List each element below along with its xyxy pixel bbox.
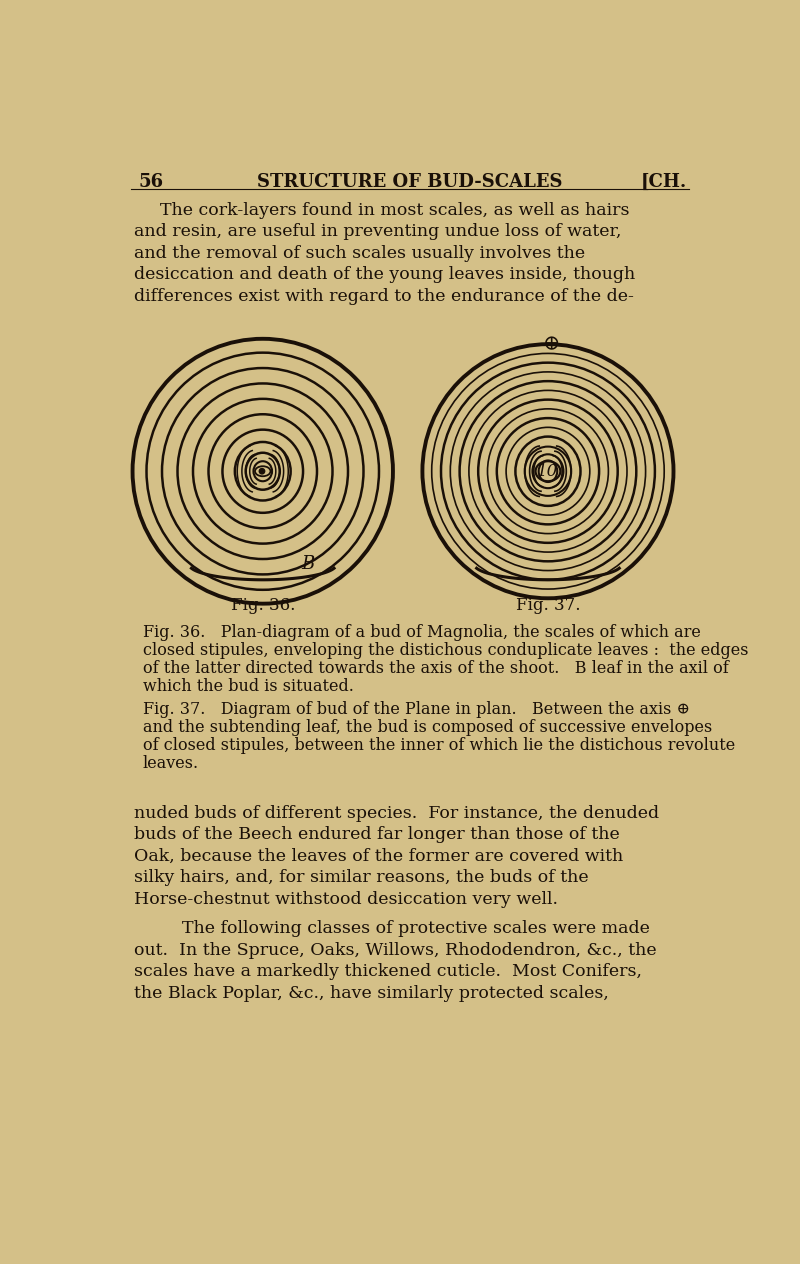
Text: and resin, are useful in preventing undue loss of water,: and resin, are useful in preventing undu… <box>134 224 622 240</box>
Text: B: B <box>302 555 314 573</box>
Text: The cork-layers found in most scales, as well as hairs: The cork-layers found in most scales, as… <box>161 202 630 219</box>
Text: scales have a markedly thickened cuticle.  Most Conifers,: scales have a markedly thickened cuticle… <box>134 963 642 981</box>
Text: Fig. 36.   Plan-diagram of a bud of Magnolia, the scales of which are: Fig. 36. Plan-diagram of a bud of Magnol… <box>142 624 701 641</box>
Text: differences exist with regard to the endurance of the de-: differences exist with regard to the end… <box>134 288 634 305</box>
Text: 10: 10 <box>538 463 558 480</box>
Text: Fig. 37.   Diagram of bud of the Plane in plan.   Between the axis ⊕: Fig. 37. Diagram of bud of the Plane in … <box>142 702 690 718</box>
Text: 56: 56 <box>138 173 164 191</box>
Text: desiccation and death of the young leaves inside, though: desiccation and death of the young leave… <box>134 267 635 283</box>
Text: nuded buds of different species.  For instance, the denuded: nuded buds of different species. For ins… <box>134 805 659 822</box>
Text: leaves.: leaves. <box>142 755 198 771</box>
Text: silky hairs, and, for similar reasons, the buds of the: silky hairs, and, for similar reasons, t… <box>134 870 589 886</box>
Text: of the latter directed towards the axis of the shoot.   B leaf in the axil of: of the latter directed towards the axis … <box>142 660 728 678</box>
Text: buds of the Beech endured far longer than those of the: buds of the Beech endured far longer tha… <box>134 827 620 843</box>
Circle shape <box>259 469 265 474</box>
Text: and the removal of such scales usually involves the: and the removal of such scales usually i… <box>134 245 586 262</box>
Text: STRUCTURE OF BUD-SCALES: STRUCTURE OF BUD-SCALES <box>258 173 562 191</box>
Text: Fig. 37.: Fig. 37. <box>516 597 580 614</box>
Text: and the subtending leaf, the bud is composed of successive envelopes: and the subtending leaf, the bud is comp… <box>142 719 712 736</box>
Text: of closed stipules, between the inner of which lie the distichous revolute: of closed stipules, between the inner of… <box>142 737 735 753</box>
Text: closed stipules, enveloping the distichous conduplicate leaves :  the edges: closed stipules, enveloping the disticho… <box>142 642 748 659</box>
Text: which the bud is situated.: which the bud is situated. <box>142 678 354 695</box>
Text: The following classes of protective scales were made: The following classes of protective scal… <box>161 920 650 937</box>
Text: Oak, because the leaves of the former are covered with: Oak, because the leaves of the former ar… <box>134 848 623 865</box>
Text: Fig. 36.: Fig. 36. <box>230 597 295 614</box>
Text: out.  In the Spruce, Oaks, Willows, Rhododendron, &c., the: out. In the Spruce, Oaks, Willows, Rhodo… <box>134 942 657 958</box>
Text: ⊕: ⊕ <box>543 335 561 354</box>
Text: Horse-chestnut withstood desiccation very well.: Horse-chestnut withstood desiccation ver… <box>134 891 558 908</box>
Text: [CH.: [CH. <box>642 173 687 191</box>
Text: the Black Poplar, &c., have similarly protected scales,: the Black Poplar, &c., have similarly pr… <box>134 985 609 1002</box>
